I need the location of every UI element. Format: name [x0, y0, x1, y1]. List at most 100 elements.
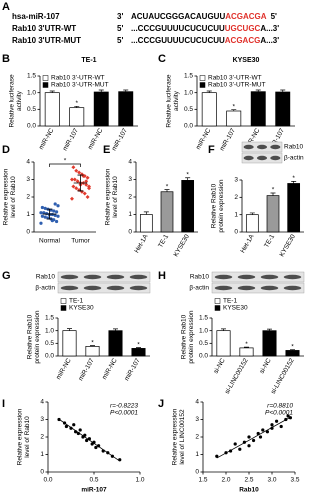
seq-highlight: ACGACGA	[225, 12, 267, 21]
error-bar	[67, 328, 72, 331]
y-tick-label: 1	[26, 211, 30, 218]
significance: *	[186, 171, 189, 178]
y-axis-label: Relative luciferase	[166, 74, 173, 127]
point	[94, 445, 98, 450]
x-tick-label: miR-NC	[101, 357, 119, 381]
y-tick-label: 1.0	[199, 327, 208, 334]
y-axis-label: activity	[173, 90, 180, 111]
y-axis-label: level of Rab10	[112, 176, 119, 218]
bar	[275, 91, 291, 127]
point	[84, 182, 89, 187]
bar	[69, 107, 85, 127]
x-tick-label: Tumor	[71, 238, 90, 245]
error-bar	[291, 181, 297, 184]
bar	[239, 347, 254, 357]
seq: ...CCCGUUUUCUCUCUUUGCUGCA...3'	[131, 24, 279, 33]
blot-band	[243, 155, 254, 161]
x-tick-label: KYSE30	[173, 233, 192, 258]
y-tick-label: 2	[195, 434, 199, 441]
bar	[131, 348, 146, 357]
seq-tail: 5'	[271, 12, 277, 21]
point	[101, 449, 105, 453]
y-axis-label: protein expression	[218, 179, 225, 232]
stat-annotation: r=0.8810	[267, 403, 293, 410]
point	[275, 419, 279, 423]
x-tick-label: miR-107	[62, 127, 81, 152]
point	[118, 458, 122, 462]
y-axis-label: Relative expression	[17, 408, 24, 465]
y-tick-label: 0.0	[45, 353, 54, 360]
seq-name: Rab10 3'UTR-WT	[12, 24, 76, 33]
legend-swatch	[60, 298, 67, 304]
point	[97, 444, 101, 448]
x-tick-label: 2.5	[244, 477, 253, 484]
y-tick-label: 1	[40, 451, 44, 458]
point	[87, 437, 91, 441]
y-tick-label: 0.5	[199, 340, 208, 347]
bar	[216, 330, 231, 357]
panel: C KYSE30 0.0 0.5 1.0 1.5 Relative luciferase ac…	[158, 53, 295, 152]
error-bar	[244, 346, 249, 348]
panel-title: KYSE30	[233, 57, 260, 64]
point	[83, 433, 87, 437]
blot-band	[106, 274, 125, 280]
panel-label: E	[103, 144, 110, 156]
y-tick-label: 1	[195, 451, 199, 458]
bar	[226, 110, 242, 127]
point	[71, 165, 76, 170]
y-axis-label: level of Rab10	[24, 416, 31, 458]
y-axis-label: level of LINC00152	[179, 409, 186, 465]
y-axis-label: Relative expression	[3, 168, 10, 225]
mean-sd	[73, 174, 88, 192]
point	[74, 430, 78, 434]
y-tick-label: 0.0	[184, 123, 193, 130]
panel-label: F	[208, 144, 215, 156]
x-tick-label: si-NC	[213, 357, 227, 375]
bar	[181, 180, 195, 233]
error-bar	[231, 109, 237, 111]
blot-band	[260, 274, 279, 280]
y-tick-label: 1.5	[45, 315, 54, 322]
point	[53, 213, 57, 217]
point	[256, 431, 260, 436]
bar	[285, 350, 300, 357]
point	[69, 196, 74, 201]
x-tick-label: 3.0	[267, 477, 276, 484]
error-bar	[123, 89, 129, 92]
y-tick-label: 0.0	[27, 123, 36, 130]
error-bar	[290, 349, 295, 351]
x-tick-label: si-LINC00152	[224, 357, 250, 395]
legend-label: Rab10 3'-UTR-WT	[208, 75, 262, 82]
y-tick-label: 2	[128, 194, 132, 201]
point	[40, 214, 44, 218]
point	[42, 211, 46, 215]
x-tick-label: miR-107	[219, 127, 238, 152]
legend-label: TE-1	[69, 298, 83, 305]
panel: H 0.0 0.5 1.0 1.5 Relative Rab10 protein expre…	[158, 270, 305, 395]
y-tick-label: 3	[40, 416, 44, 423]
x-tick-label: miR-107	[111, 127, 130, 152]
blot-band	[256, 144, 268, 150]
x-tick-label: 0.0	[43, 477, 52, 484]
legend-label: TE-1	[223, 298, 237, 305]
y-tick-label: 1.0	[45, 327, 54, 334]
blot-band	[129, 285, 148, 291]
significance: *	[291, 343, 294, 350]
blot-band	[214, 274, 233, 280]
seq-tail: A...3'	[260, 24, 279, 33]
y-tick-label: 0	[195, 469, 199, 476]
point	[84, 179, 89, 184]
bar	[85, 346, 100, 357]
point	[56, 214, 60, 218]
panel-label: H	[158, 270, 166, 282]
y-tick-label: 4	[128, 159, 132, 166]
point	[62, 421, 67, 425]
x-tick-label: Het-1A	[239, 233, 256, 255]
point	[242, 440, 246, 444]
blot-row	[57, 271, 151, 283]
legend-swatch	[214, 298, 221, 304]
x-tick-label: 3.5	[290, 477, 299, 484]
legend-label: KYSE30	[69, 305, 94, 312]
bar	[118, 91, 134, 127]
legend-swatch	[214, 305, 221, 311]
